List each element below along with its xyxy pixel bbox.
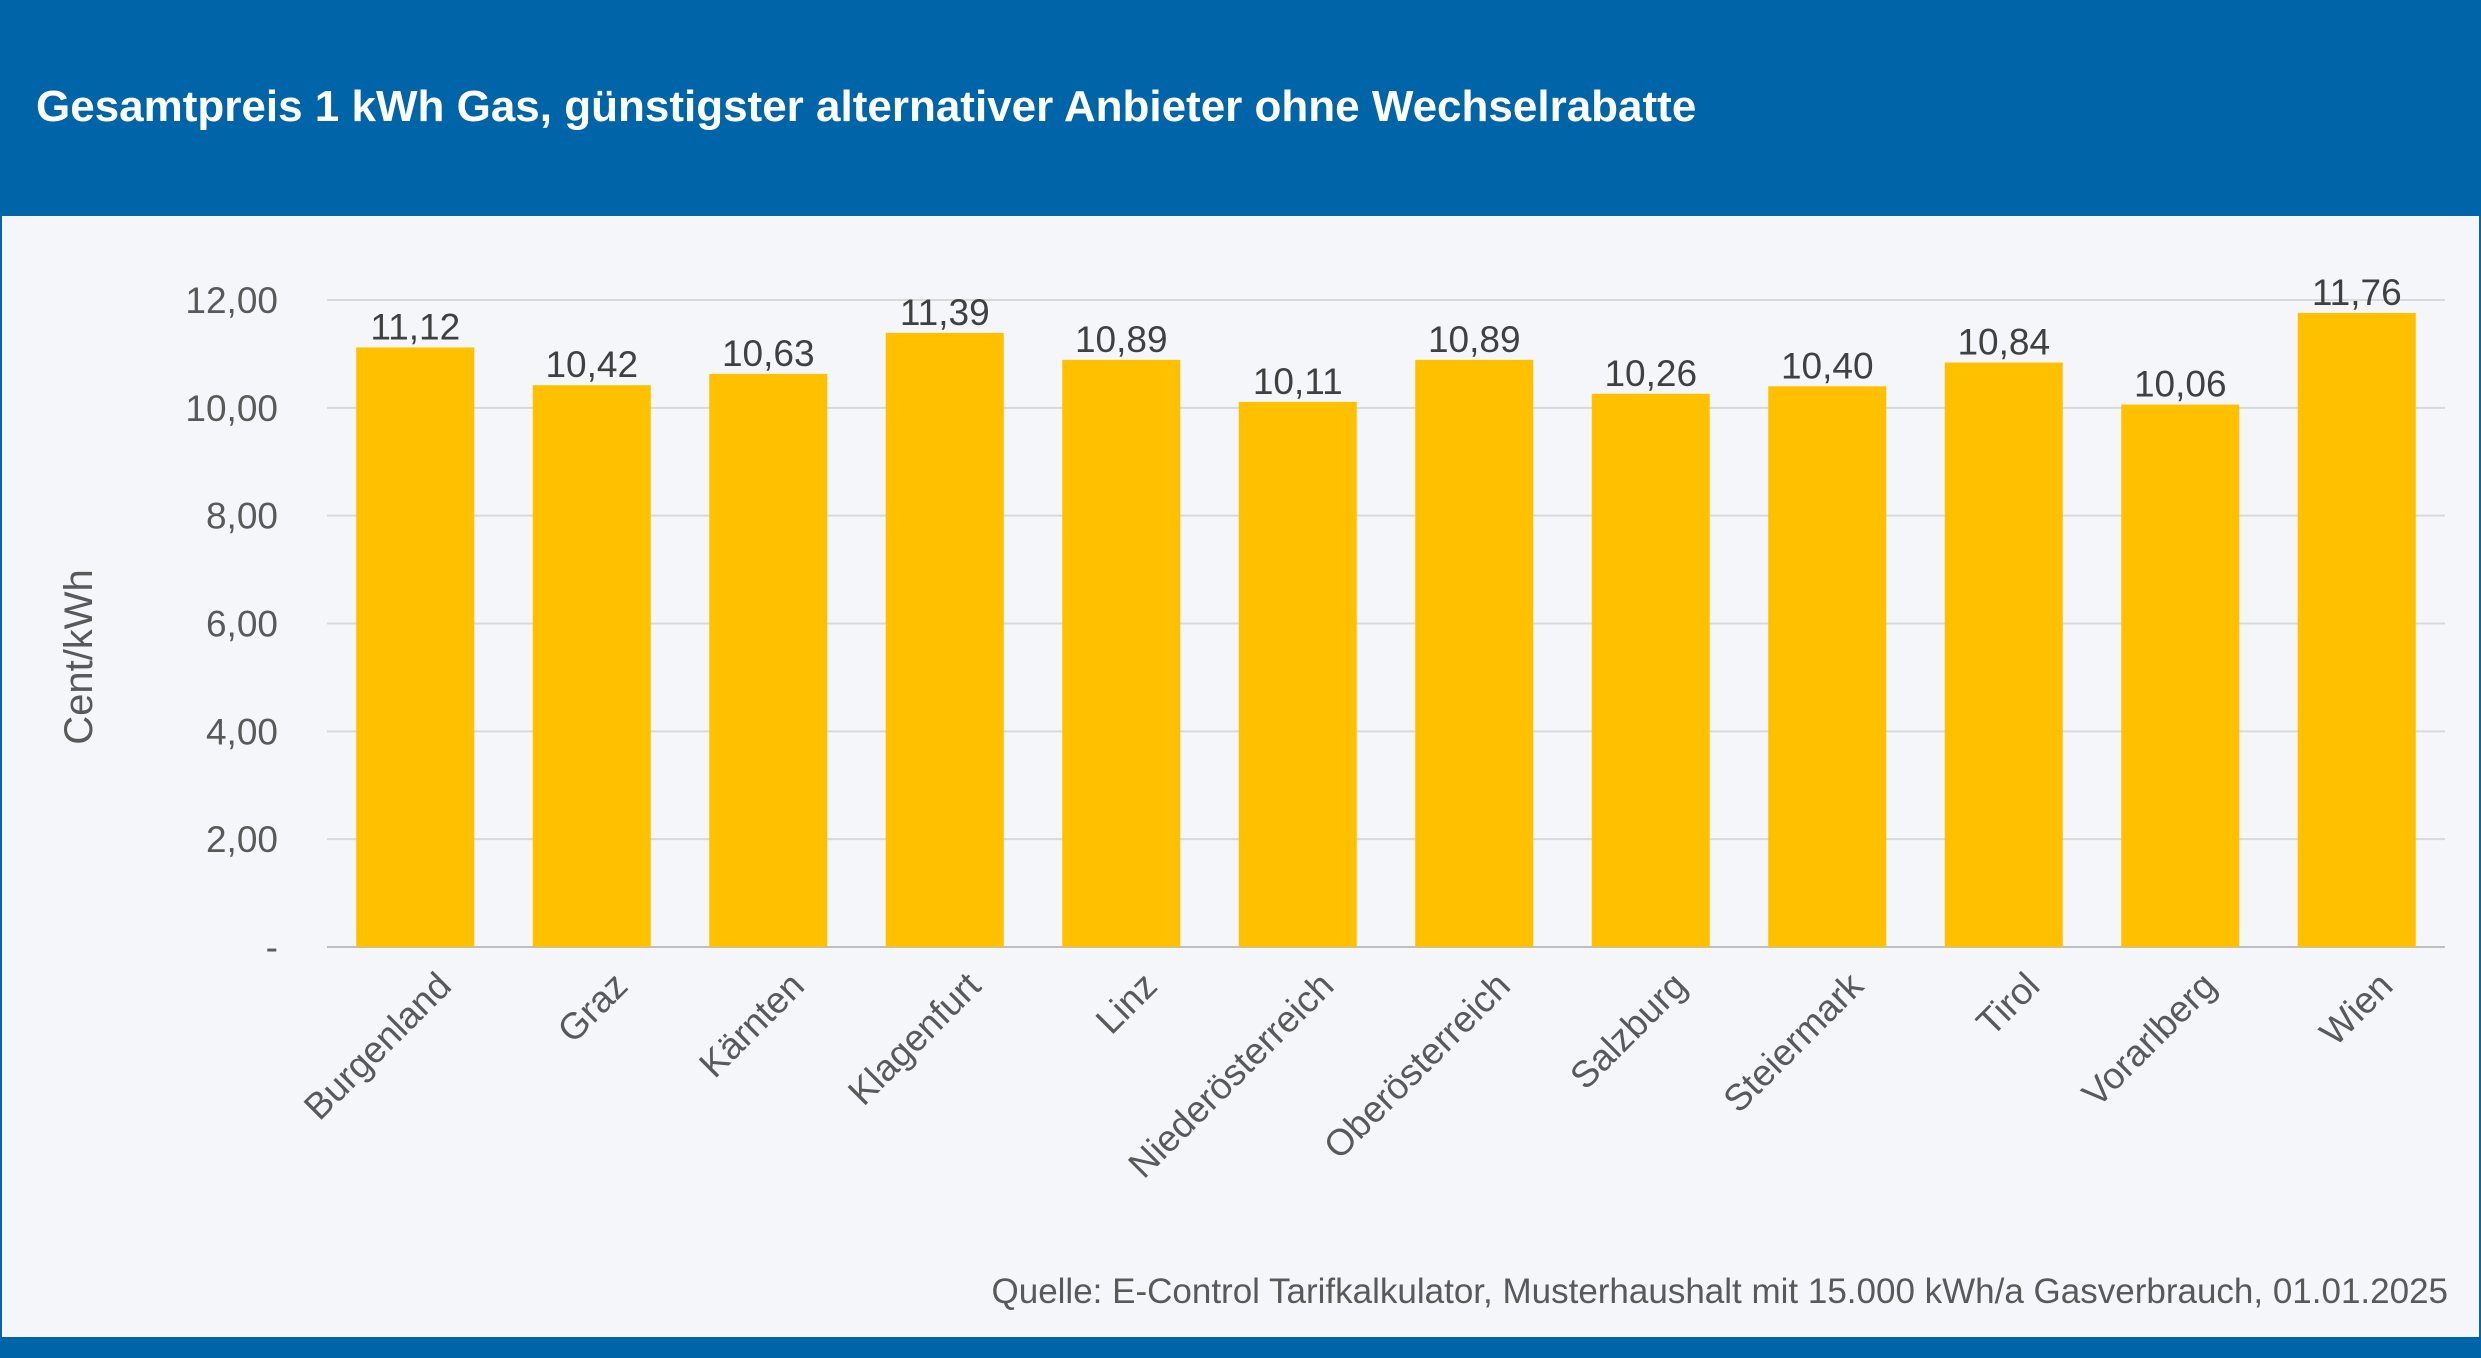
- bar: [2297, 312, 2416, 947]
- x-category-label: Burgenland: [296, 965, 459, 1128]
- bars: [356, 312, 2416, 948]
- bar: [1944, 362, 2063, 947]
- data-labels: 11,12 10,42 10,63 11,39 10,89 10,11 10,89 10,26…: [370, 272, 2401, 405]
- y-tick-label: 6,00: [206, 604, 278, 645]
- x-category-label: Linz: [1088, 965, 1165, 1042]
- data-label: 10,42: [545, 344, 638, 385]
- data-label: 11,76: [2312, 272, 2402, 313]
- bar: [1415, 359, 1534, 947]
- data-label: 11,39: [900, 292, 990, 333]
- data-label: 11,12: [370, 306, 460, 347]
- y-axis-title: Cent/kWh: [57, 569, 101, 745]
- y-tick-label: -: [266, 927, 278, 968]
- y-tick-label: 4,00: [206, 711, 278, 752]
- data-label: 10,84: [1957, 322, 2050, 363]
- data-label: 10,89: [1428, 319, 1521, 360]
- data-label: 10,89: [1075, 319, 1168, 360]
- bar: [1062, 359, 1181, 947]
- x-category-label: Tirol: [1969, 965, 2048, 1044]
- chart-title: Gesamtpreis 1 kWh Gas, günstigster alter…: [36, 82, 1697, 131]
- bar: [532, 385, 651, 947]
- bar: [1768, 386, 1887, 947]
- y-tick-label: 2,00: [206, 819, 278, 860]
- footer-bar: [0, 1337, 2481, 1358]
- gridlines: [327, 299, 2445, 948]
- data-label: 10,06: [2134, 364, 2227, 405]
- bar: [1238, 401, 1357, 948]
- x-category-label: Kärnten: [691, 965, 812, 1086]
- x-category-label: Vorarlberg: [2074, 965, 2224, 1115]
- y-axis-ticks: - 2,00 4,00 6,00 8,00 10,00 12,00: [185, 280, 278, 968]
- y-tick-label: 8,00: [206, 496, 278, 537]
- source-note: Quelle: E-Control Tarifkalkulator, Muste…: [991, 1272, 2449, 1311]
- bar: [1591, 393, 1710, 947]
- bar: [2121, 404, 2240, 947]
- x-axis-categories: Burgenland Graz Kärnten Klagenfurt LinzNiede…: [296, 964, 2400, 1185]
- data-label: 10,40: [1781, 345, 1874, 386]
- x-category-label: Oberösterreich: [1316, 965, 1518, 1167]
- bar: [709, 373, 828, 947]
- bar: [885, 332, 1004, 947]
- y-tick-label: 10,00: [185, 388, 278, 429]
- y-tick-label: 12,00: [185, 280, 278, 321]
- title-banner: Gesamtpreis 1 kWh Gas, günstigster alter…: [0, 0, 2481, 216]
- x-category-label: Steiermark: [1715, 964, 1871, 1120]
- data-label: 10,26: [1604, 353, 1697, 394]
- x-category-label: Graz: [550, 965, 636, 1051]
- data-label: 10,11: [1253, 361, 1343, 402]
- x-category-label: Klagenfurt: [840, 964, 989, 1113]
- bar: [356, 347, 475, 947]
- x-category-label: Wien: [2312, 965, 2401, 1054]
- x-category-label: Salzburg: [1562, 965, 1694, 1097]
- data-label: 10,63: [722, 333, 815, 374]
